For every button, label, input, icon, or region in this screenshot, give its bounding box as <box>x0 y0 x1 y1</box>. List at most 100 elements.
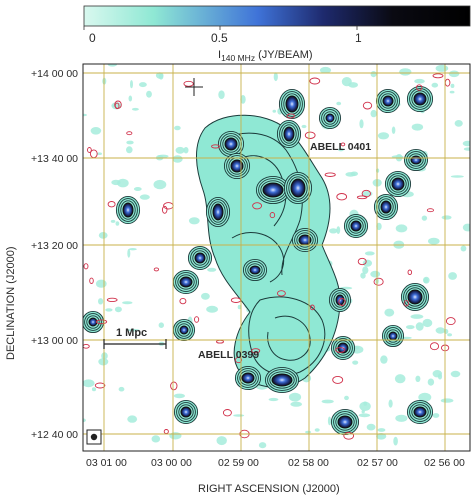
radio-source <box>205 196 231 228</box>
negative-contour <box>114 100 122 109</box>
noise-blob <box>107 64 117 67</box>
noise-blob <box>427 378 435 386</box>
ytick-1: +13 40 00 <box>31 153 78 165</box>
negative-contour <box>362 101 373 110</box>
negative-contour <box>407 269 413 276</box>
negative-contour <box>83 263 89 270</box>
negative-contour <box>309 77 321 85</box>
ytick-3: +13 00 00 <box>31 335 78 347</box>
radio-source <box>381 324 405 348</box>
radio-source <box>318 106 342 130</box>
noise-blob <box>352 360 359 365</box>
noise-blob <box>463 147 470 151</box>
negative-contour <box>252 202 263 210</box>
x-axis-label: RIGHT ASCENSION (J2000) <box>198 483 340 495</box>
negative-contour <box>332 375 344 384</box>
noise-blob <box>391 155 404 159</box>
xtick-5: 02 56 00 <box>424 457 465 469</box>
noise-blob <box>428 237 440 245</box>
radio-source <box>375 88 401 114</box>
noise-blob <box>450 175 464 178</box>
noise-blob <box>101 352 108 360</box>
noise-blob <box>350 171 358 177</box>
noise-blob <box>314 428 320 432</box>
negative-contour <box>126 131 133 136</box>
radio-source <box>328 287 352 313</box>
colorbar: 0 0.5 1 I140 MHz (JY/BEAM) <box>83 5 471 63</box>
negative-contour <box>373 277 384 286</box>
noise-blob <box>370 109 377 118</box>
noise-blob <box>422 318 433 328</box>
noise-blob <box>207 267 217 272</box>
radio-source <box>242 258 268 282</box>
negative-contour <box>94 382 106 389</box>
noise-blob <box>448 272 457 280</box>
negative-contour <box>357 257 367 266</box>
colorbar-tick-0: 0 <box>89 31 96 45</box>
noise-blob <box>441 215 452 220</box>
noise-blob <box>127 415 138 423</box>
noise-blob <box>126 146 133 154</box>
scale-bar-label: 1 Mpc <box>116 327 147 339</box>
noise-blob <box>395 414 408 422</box>
noise-blob <box>115 221 120 226</box>
negative-contour <box>336 193 348 201</box>
radio-source <box>187 245 213 271</box>
xtick-3: 02 58 00 <box>288 457 329 469</box>
cluster-label-abell-0399: ABELL 0399 <box>198 349 259 361</box>
noise-blob <box>366 423 376 431</box>
negative-contour <box>95 319 108 325</box>
noise-blob <box>127 328 140 332</box>
noise-blob <box>174 125 181 131</box>
xtick-0: 03 01 00 <box>86 457 127 469</box>
noise-blob <box>110 219 116 223</box>
negative-contour <box>234 356 243 364</box>
noise-blob <box>364 251 375 256</box>
negative-contour <box>170 381 178 391</box>
noise-blob <box>411 123 424 131</box>
noise-blob <box>98 358 109 366</box>
noise-blob <box>133 187 142 191</box>
colorbar-label: I140 MHz (JY/BEAM) <box>218 49 313 63</box>
noise-blob <box>362 266 369 275</box>
noise-blob <box>388 399 393 408</box>
negative-contour <box>276 290 286 297</box>
negative-contour <box>426 208 434 213</box>
noise-blob <box>432 413 440 418</box>
xtick-2: 02 59 00 <box>218 457 259 469</box>
noise-blob <box>435 64 449 72</box>
ytick-4: +12 40 00 <box>31 429 78 441</box>
negative-contour <box>161 205 168 214</box>
negative-contour <box>286 113 295 119</box>
noise-blob <box>95 279 107 288</box>
noise-blob <box>410 314 424 319</box>
noise-blob <box>237 304 242 310</box>
noise-blob <box>139 82 147 88</box>
radio-source <box>172 269 200 295</box>
noise-blob <box>98 232 108 239</box>
noise-blob <box>118 386 125 392</box>
negative-contour <box>445 317 456 326</box>
noise-blob <box>201 292 210 300</box>
radio-source <box>264 366 300 394</box>
noise-blob <box>418 392 432 402</box>
map-panel: 1 Mpc ABELL 0401 ABELL 0399 <box>82 63 471 452</box>
radio-source <box>217 130 245 158</box>
negative-contour <box>89 277 94 284</box>
negative-contour <box>429 342 440 351</box>
radio-source <box>406 85 434 113</box>
noise-blob <box>146 90 152 98</box>
y-axis-label: DECLINATION (J2000) <box>5 247 17 361</box>
noise-blob <box>362 259 372 267</box>
noise-blob <box>216 436 227 446</box>
y-axis: +14 00 00 +13 40 00 +13 20 00 +13 00 00 … <box>5 68 78 441</box>
radio-source <box>234 365 262 391</box>
radio-source <box>283 171 313 205</box>
radio-source <box>373 193 399 221</box>
colorbar-tick-1: 0.5 <box>211 31 228 45</box>
negative-contour <box>87 147 92 153</box>
noise-blob <box>415 322 424 331</box>
negative-contour <box>416 84 423 91</box>
negative-contour <box>183 80 194 87</box>
